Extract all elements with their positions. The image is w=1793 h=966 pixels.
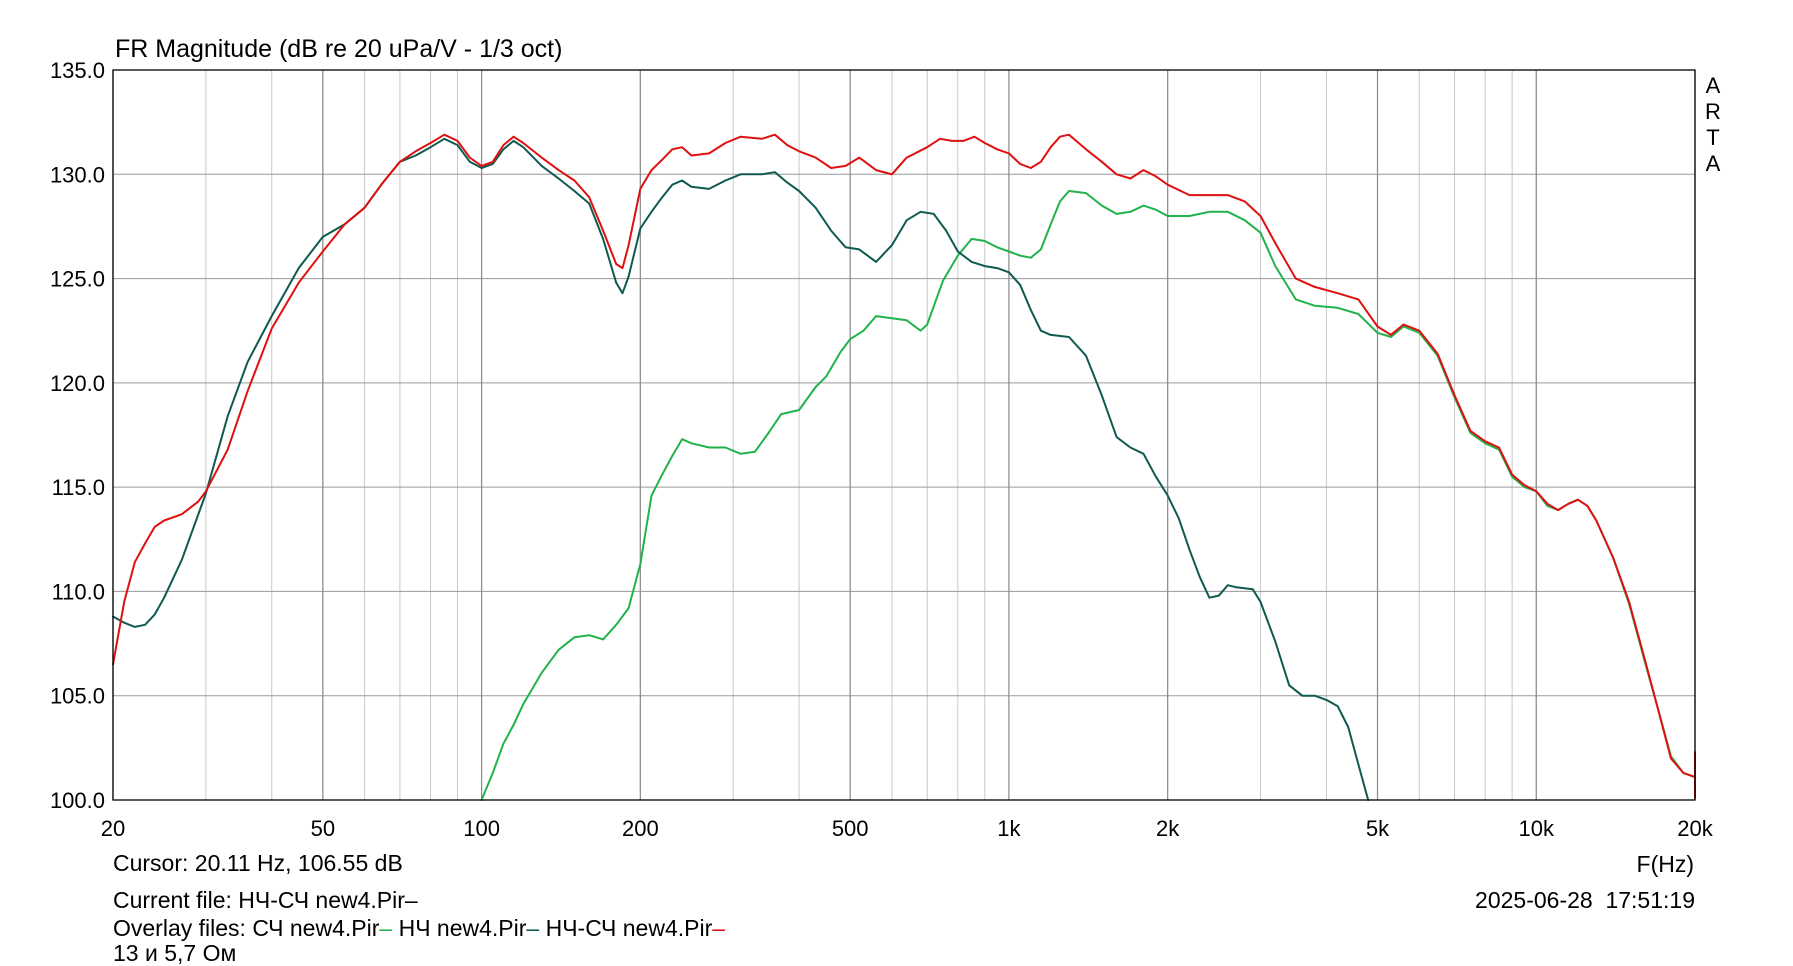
overlay-marker-2: – [526, 915, 540, 941]
plot-frame [112, 69, 1696, 801]
y-tick-label: 100.0 [50, 788, 105, 813]
overlay-marker-3: – [712, 915, 726, 941]
watermark-letter: R [1705, 99, 1721, 124]
x-tick-label: 1k [997, 816, 1021, 841]
x-tick-label: 20 [101, 816, 125, 841]
timestamp-text: 2025-06-28 17:51:19 [1475, 887, 1695, 913]
x-tick-label: 50 [311, 816, 335, 841]
current-file-marker: – [404, 887, 418, 913]
current-file-line: Current file: НЧ-СЧ new4.Pir– [113, 887, 418, 914]
x-tick-label: 5k [1366, 816, 1390, 841]
y-tick-label: 130.0 [50, 162, 105, 187]
watermark-letter: A [1706, 151, 1721, 176]
watermark-letter: A [1706, 73, 1721, 98]
measurement-note: 13 и 5,7 Ом [113, 940, 237, 966]
overlay-marker-1: – [379, 915, 393, 941]
overlay-file-2: НЧ new4.Pir [398, 915, 527, 941]
chart-title: FR Magnitude (dB re 20 uPa/V - 1/3 oct) [115, 35, 562, 63]
y-tick-label: 135.0 [50, 58, 105, 83]
minor-grid [205, 70, 1537, 800]
x-tick-label: 500 [832, 816, 869, 841]
x-tick-labels: 20 50 100 200 500 1k 2k 5k 10k 20k [101, 816, 1714, 841]
series-line-1 [480, 190, 1696, 801]
series-layer [112, 133, 1696, 801]
overlay-file-1: СЧ new4.Pir [252, 915, 380, 941]
timestamp: 2025-06-28 17:51:19 [1475, 887, 1695, 914]
overlay-files-line: Overlay files: СЧ new4.Pir– НЧ new4.Pir–… [113, 915, 725, 942]
x-tick-label: 10k [1519, 816, 1555, 841]
note-text: 13 и 5,7 Ом [113, 940, 237, 966]
x-tick-label: 20k [1677, 816, 1713, 841]
series-line-2 [112, 137, 1370, 801]
major-grid [112, 69, 1696, 801]
x-tick-label: 100 [463, 816, 500, 841]
y-tick-label: 120.0 [50, 371, 105, 396]
x-tick-label: 2k [1156, 816, 1180, 841]
overlay-file-3: НЧ-СЧ new4.Pir [545, 915, 713, 941]
y-tick-label: 110.0 [52, 579, 105, 604]
watermark-letter: T [1706, 125, 1719, 150]
x-axis-label: F(Hz) [1637, 851, 1694, 877]
y-tick-label: 125.0 [50, 267, 105, 292]
x-tick-label: 200 [622, 816, 659, 841]
y-tick-labels: 100.0 105.0 110.0 115.0 120.0 125.0 130.0 135.0 [50, 58, 105, 813]
overlay-label: Overlay files: [113, 915, 246, 941]
y-tick-label: 105.0 [50, 684, 105, 709]
current-file-text: Current file: НЧ-СЧ new4.Pir [113, 887, 405, 913]
cursor-text: Cursor: 20.11 Hz, 106.55 dB [113, 850, 403, 876]
y-tick-label: 115.0 [52, 475, 105, 500]
cursor-readout: Cursor: 20.11 Hz, 106.55 dB [113, 850, 403, 877]
series-line-3 [112, 133, 1696, 799]
